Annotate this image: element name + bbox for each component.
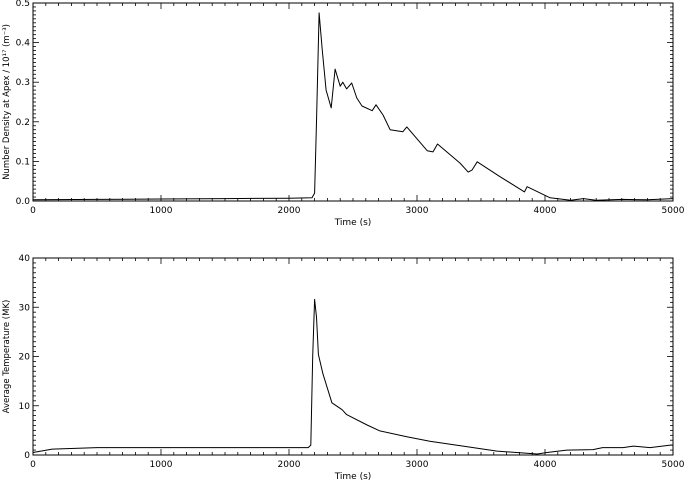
y-tick-label: 20 (19, 353, 31, 363)
y-tick-label: 30 (19, 303, 31, 313)
y-tick-label: 0.3 (16, 78, 30, 88)
plot-frame (32, 257, 674, 456)
y-tick-label: 0.5 (16, 0, 30, 9)
x-tick-label: 0 (30, 206, 36, 216)
plot-frame (32, 2, 674, 202)
x-tick-label: 4000 (534, 460, 557, 470)
y-tick-label: 0.0 (16, 197, 31, 207)
y-tick-label: 0.2 (16, 118, 30, 128)
x-tick-label: 3000 (406, 460, 429, 470)
y-axis-label: Average Temperature (MK) (2, 300, 12, 414)
y-tick-label: 0 (24, 451, 30, 461)
x-tick-label: 2000 (278, 206, 301, 216)
y-tick-label: 10 (19, 402, 31, 412)
x-tick-label: 4000 (534, 206, 557, 216)
x-tick-label: 3000 (406, 206, 429, 216)
panel-2: 0 1000 2000 3000 4000 5000 0 10 20 30 40 Time (s) Av… (2, 254, 685, 482)
panel-1: 0 1000 2000 3000 4000 5000 0.0 0.1 0.2 0.3 0.4 0.5 T… (2, 0, 685, 228)
y-tick-label: 0.4 (16, 39, 31, 49)
x-tick-label: 5000 (662, 206, 685, 216)
series-line (32, 298, 673, 455)
x-tick-label: 0 (30, 460, 36, 470)
y-axis-label: Number Density at Apex / 10¹⁷ (m⁻³) (2, 24, 12, 180)
y-tick-label: 0.1 (16, 157, 30, 167)
x-tick-label: 1000 (150, 206, 173, 216)
x-tick-label: 2000 (278, 460, 301, 470)
x-tick-label: 5000 (662, 460, 685, 470)
series-line (32, 12, 674, 201)
x-tick-label: 1000 (150, 460, 173, 470)
x-axis-label: Time (s) (334, 218, 372, 228)
y-tick-label: 40 (19, 254, 31, 264)
x-axis-label: Time (s) (334, 472, 372, 482)
